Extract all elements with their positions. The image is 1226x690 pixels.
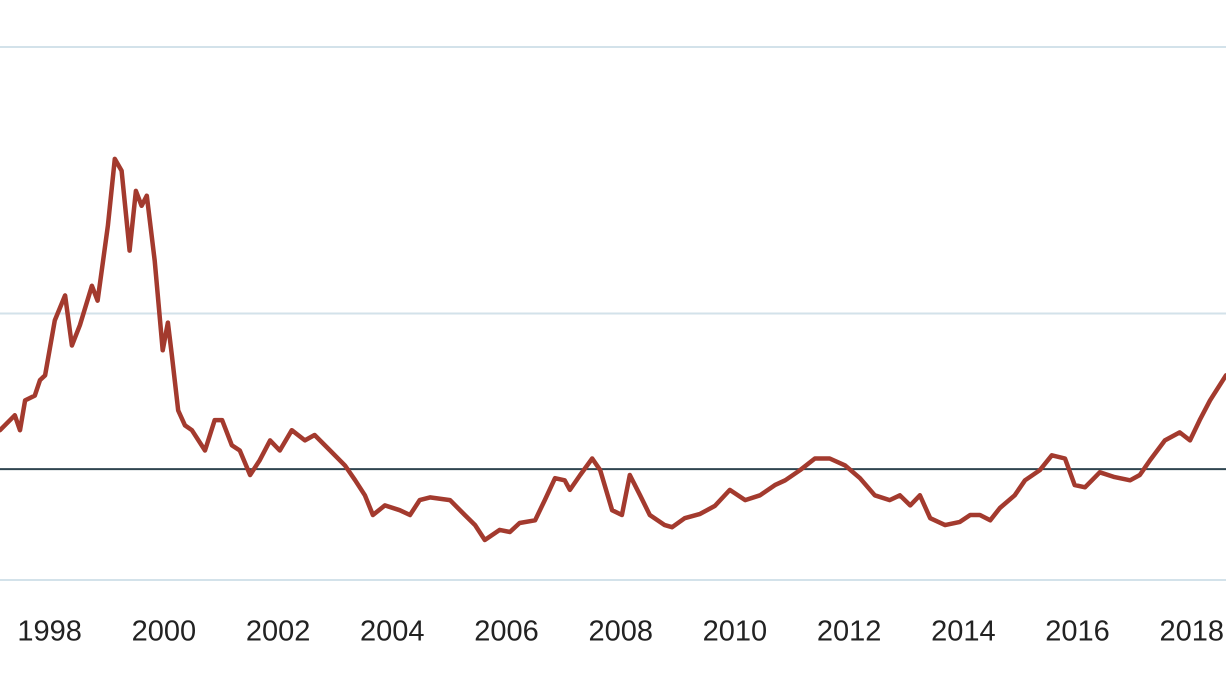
x-tick-label: 1998	[17, 616, 82, 648]
x-tick-label: 2010	[703, 616, 768, 648]
x-tick-label: 2016	[1045, 616, 1110, 648]
x-tick-label: 2000	[132, 616, 197, 648]
x-tick-label: 2018	[1159, 616, 1224, 648]
line-series	[0, 156, 1226, 543]
x-tick-label: 2004	[360, 616, 425, 648]
x-tick-label: 2002	[246, 616, 311, 648]
x-tick-label: 2008	[588, 616, 653, 648]
x-tick-label: 2012	[817, 616, 882, 648]
x-tick-label: 2006	[474, 616, 539, 648]
x-tick-label: 2014	[931, 616, 996, 648]
